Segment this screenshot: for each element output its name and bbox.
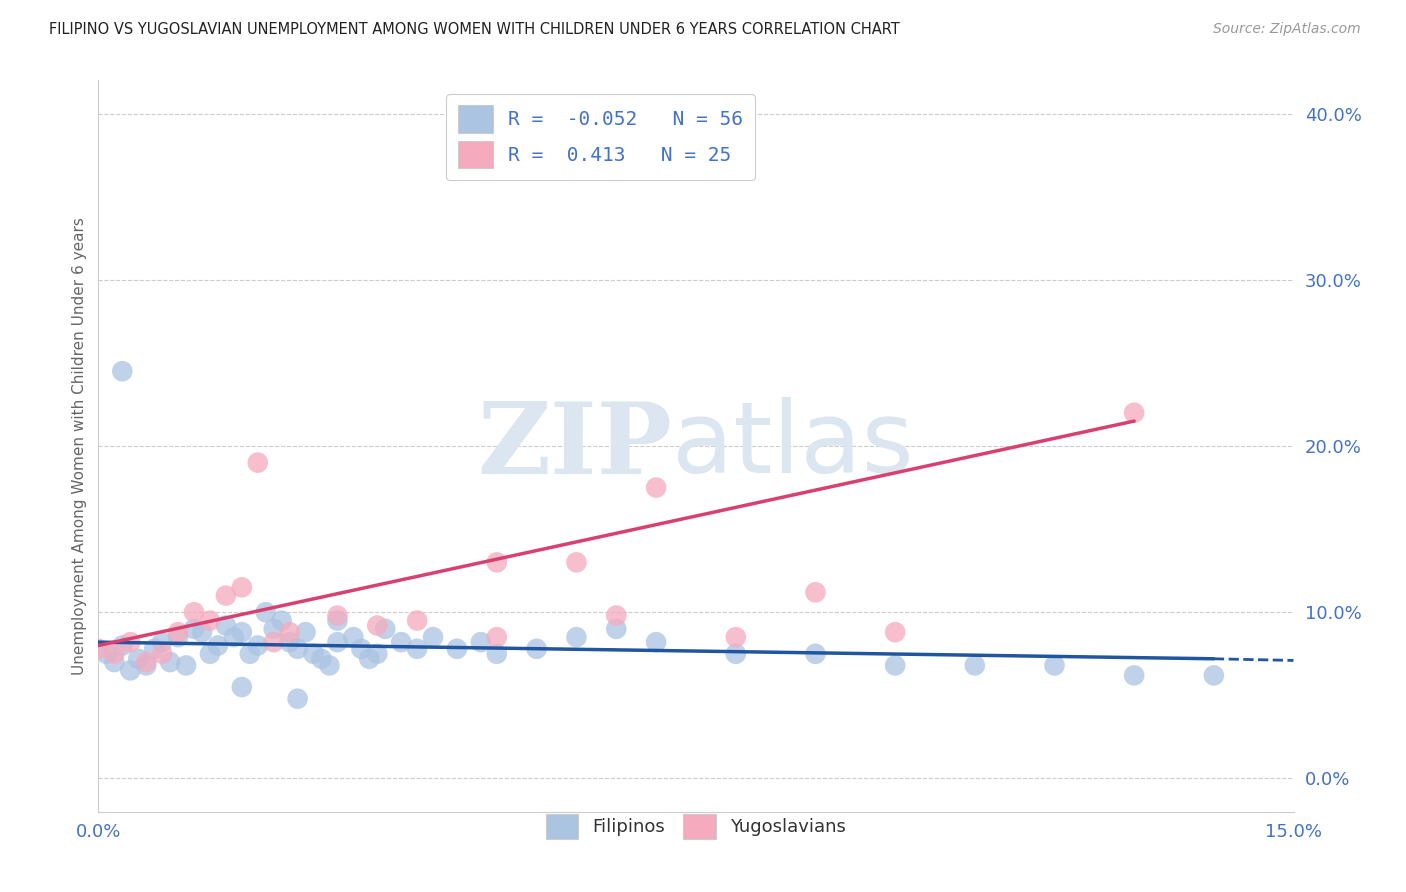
Point bbox=[198, 614, 221, 628]
Point bbox=[605, 622, 627, 636]
Y-axis label: Unemployment Among Women with Children Under 6 years: Unemployment Among Women with Children U… bbox=[72, 217, 87, 675]
Point bbox=[963, 658, 986, 673]
Point bbox=[215, 618, 238, 632]
Point bbox=[222, 630, 245, 644]
Point bbox=[215, 589, 238, 603]
Point bbox=[263, 635, 285, 649]
Point bbox=[406, 614, 429, 628]
Point bbox=[254, 605, 277, 619]
Point bbox=[485, 647, 508, 661]
Point bbox=[278, 625, 301, 640]
Point bbox=[1123, 668, 1146, 682]
Point bbox=[191, 625, 214, 640]
Point bbox=[183, 605, 205, 619]
Point bbox=[150, 635, 173, 649]
Point bbox=[135, 658, 157, 673]
Point bbox=[127, 652, 149, 666]
Point bbox=[374, 622, 396, 636]
Point bbox=[150, 647, 173, 661]
Point bbox=[198, 647, 221, 661]
Point bbox=[239, 647, 262, 661]
Point bbox=[135, 655, 157, 669]
Point bbox=[1123, 406, 1146, 420]
Point bbox=[263, 622, 285, 636]
Point bbox=[422, 630, 444, 644]
Text: FILIPINO VS YUGOSLAVIAN UNEMPLOYMENT AMONG WOMEN WITH CHILDREN UNDER 6 YEARS COR: FILIPINO VS YUGOSLAVIAN UNEMPLOYMENT AMO… bbox=[49, 22, 900, 37]
Point bbox=[103, 655, 125, 669]
Point bbox=[565, 555, 588, 569]
Point bbox=[1202, 668, 1225, 682]
Legend: Filipinos, Yugoslavians: Filipinos, Yugoslavians bbox=[538, 806, 853, 847]
Point bbox=[159, 655, 181, 669]
Point bbox=[326, 608, 349, 623]
Point bbox=[143, 641, 166, 656]
Point bbox=[359, 652, 381, 666]
Point bbox=[87, 641, 110, 656]
Point bbox=[311, 652, 333, 666]
Point bbox=[446, 641, 468, 656]
Point bbox=[111, 639, 134, 653]
Point bbox=[406, 641, 429, 656]
Point bbox=[167, 625, 190, 640]
Point bbox=[174, 658, 197, 673]
Point bbox=[326, 635, 349, 649]
Point bbox=[366, 618, 388, 632]
Point bbox=[389, 635, 412, 649]
Point bbox=[366, 647, 388, 661]
Point bbox=[287, 641, 309, 656]
Point bbox=[231, 680, 253, 694]
Point bbox=[287, 691, 309, 706]
Text: atlas: atlas bbox=[672, 398, 914, 494]
Point bbox=[485, 555, 508, 569]
Point bbox=[207, 639, 229, 653]
Point bbox=[246, 456, 269, 470]
Point bbox=[1043, 658, 1066, 673]
Text: ZIP: ZIP bbox=[477, 398, 672, 494]
Point bbox=[605, 608, 627, 623]
Point bbox=[342, 630, 364, 644]
Point bbox=[278, 635, 301, 649]
Point bbox=[645, 635, 668, 649]
Text: Source: ZipAtlas.com: Source: ZipAtlas.com bbox=[1213, 22, 1361, 37]
Point bbox=[318, 658, 340, 673]
Point bbox=[167, 630, 190, 644]
Point bbox=[804, 647, 827, 661]
Point bbox=[724, 630, 747, 644]
Point bbox=[302, 647, 325, 661]
Point bbox=[485, 630, 508, 644]
Point bbox=[884, 658, 907, 673]
Point bbox=[246, 639, 269, 653]
Point bbox=[96, 647, 118, 661]
Point bbox=[565, 630, 588, 644]
Point bbox=[645, 481, 668, 495]
Point bbox=[103, 647, 125, 661]
Point bbox=[350, 641, 373, 656]
Point bbox=[884, 625, 907, 640]
Point bbox=[111, 364, 134, 378]
Point bbox=[270, 614, 292, 628]
Point bbox=[294, 625, 316, 640]
Point bbox=[183, 622, 205, 636]
Point bbox=[724, 647, 747, 661]
Point bbox=[526, 641, 548, 656]
Point bbox=[470, 635, 492, 649]
Point bbox=[231, 580, 253, 594]
Point bbox=[120, 635, 142, 649]
Point bbox=[326, 614, 349, 628]
Point bbox=[804, 585, 827, 599]
Point bbox=[231, 625, 253, 640]
Point bbox=[120, 664, 142, 678]
